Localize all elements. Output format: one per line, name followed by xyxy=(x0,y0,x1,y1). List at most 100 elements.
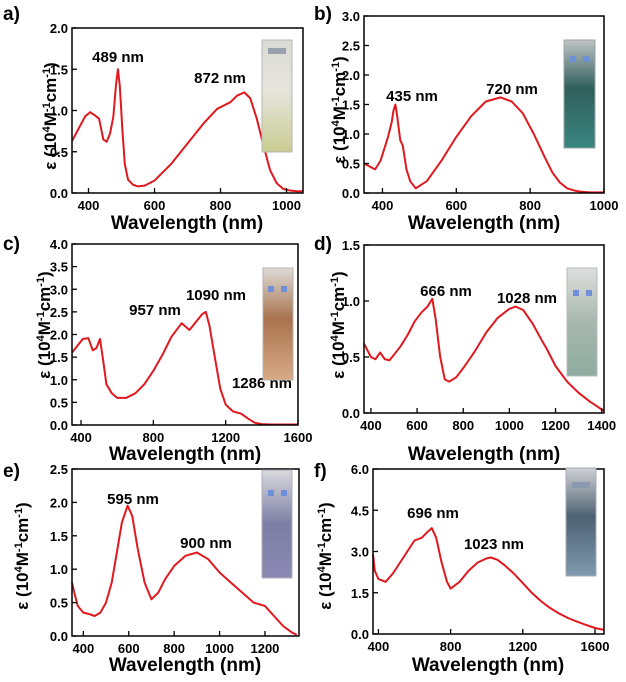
y-tick-label-e: 0.5 xyxy=(50,596,68,611)
y-tick-label-e: 2.5 xyxy=(50,462,68,477)
x-tick-label-d: 1000 xyxy=(495,418,524,433)
cuvette-photo-f xyxy=(565,467,597,577)
x-tick-label-e: 1200 xyxy=(250,641,279,656)
y-tick-label-d: 0.0 xyxy=(342,406,360,421)
y-tick-label-b: 0.5 xyxy=(342,157,360,172)
x-tick-label-d: 1400 xyxy=(587,418,616,433)
plot-area-e: 400 600 800 1000 1200 0.0 0.5 1.0 1.5 2.0 2.5 Wavel… xyxy=(50,462,300,676)
cuvette-photo-e xyxy=(261,469,293,579)
y-tick-label-f: 1.5 xyxy=(351,586,369,601)
y-tick-label-d: 0.5 xyxy=(342,350,360,365)
series-line-b xyxy=(363,96,604,194)
y-tick-label-b: 3.0 xyxy=(342,9,360,24)
y-tick-label-a: 1.0 xyxy=(50,104,68,119)
panel-label-c: c) xyxy=(3,234,20,255)
y-tick-label-e: 1.5 xyxy=(50,529,68,544)
panel-c: c) ε (104M-1cm-1) 400 800 1200 1600 0.0 0.5 1.… xyxy=(3,234,312,465)
peak-annotation-b: 720 nm xyxy=(486,81,538,98)
panel-label-e: e) xyxy=(3,461,20,482)
peak-annotation-a: 872 nm xyxy=(194,70,246,87)
x-tick-label-d: 800 xyxy=(452,418,474,433)
y-tick-label-e: 0.0 xyxy=(50,629,68,644)
panel-a: a) ε (104M-1cm-1) 400 600 800 1000 0.0 0.5 1.0… xyxy=(3,4,304,234)
x-axis-label-c: Wavelength (nm) xyxy=(109,444,261,465)
y-tick-label-a: 2.0 xyxy=(50,21,68,36)
y-tick-label-a: 0.0 xyxy=(50,186,68,201)
peak-annotation-e: 595 nm xyxy=(107,491,159,508)
y-tick-label-c: 1.5 xyxy=(50,350,68,365)
peak-annotation-c: 957 nm xyxy=(129,302,181,319)
cuvette-photo-c xyxy=(262,267,294,381)
plot-area-f: 400 800 1200 1600 0.0 1.5 3.0 4.5 6.0 Wavelength … xyxy=(351,462,610,676)
peak-annotation-f: 1023 nm xyxy=(464,536,524,553)
cuvette-photo-b xyxy=(563,39,596,149)
y-tick-label-e: 1.0 xyxy=(50,562,68,577)
plot-area-c: 400 800 1200 1600 0.0 0.5 1.0 1.5 2.0 2.5 3.0 3.5 4.… xyxy=(50,237,313,465)
y-tick-label-a: 0.5 xyxy=(50,145,68,160)
y-tick-label-f: 4.5 xyxy=(351,503,369,518)
panel-f: f) ε (104M-1cm-1) 400 800 1200 1600 0.0 1.5 3.… xyxy=(314,461,609,676)
x-tick-label-c: 400 xyxy=(70,430,92,445)
peak-annotation-d: 1028 nm xyxy=(497,290,557,307)
y-tick-label-d: 1.5 xyxy=(342,238,360,253)
series-line-f xyxy=(372,527,605,631)
y-tick-label-e: 2.0 xyxy=(50,495,68,510)
y-tick-label-f: 0.0 xyxy=(351,627,369,642)
x-tick-label-e: 800 xyxy=(163,641,185,656)
peak-annotation-c: 1090 nm xyxy=(186,287,246,304)
plot-area-a: 400 600 800 1000 0.0 0.5 1.0 1.5 2.0 Wavelength (… xyxy=(50,21,304,234)
y-tick-label-c: 0.0 xyxy=(50,418,68,433)
peak-annotation-f: 696 nm xyxy=(407,505,459,522)
y-axis-label-a: ε (104M-1cm-1) xyxy=(41,62,60,169)
y-axis-label-b: ε (104M-1cm-1) xyxy=(330,56,349,163)
x-tick-label-b: 400 xyxy=(372,198,394,213)
y-tick-label-b: 1.0 xyxy=(342,127,360,142)
y-axis-label-f: ε (104M-1cm-1) xyxy=(316,502,335,609)
x-tick-label-e: 600 xyxy=(118,641,140,656)
x-tick-label-e: 400 xyxy=(72,641,94,656)
y-tick-label-c: 3.0 xyxy=(50,282,68,297)
y-tick-label-d: 1.0 xyxy=(342,294,360,309)
x-axis-label-f: Wavelength (nm) xyxy=(412,655,564,676)
x-tick-label-f: 1200 xyxy=(508,639,537,654)
y-tick-label-b: 1.5 xyxy=(342,98,360,113)
x-axis-label-b: Wavelength (nm) xyxy=(408,213,560,234)
x-tick-label-f: 800 xyxy=(440,639,462,654)
y-axis-label-c: ε (104M-1cm-1) xyxy=(35,271,54,378)
x-tick-label-f: 400 xyxy=(368,639,390,654)
x-tick-label-a: 1000 xyxy=(272,198,301,213)
x-axis-label-e: Wavelength (nm) xyxy=(109,655,261,676)
plot-area-b: 400 600 800 1000 0.0 0.5 1.0 1.5 2.0 2.5 3.0 Wavele… xyxy=(342,9,619,234)
x-tick-label-a: 800 xyxy=(210,198,232,213)
series-line-e xyxy=(71,504,298,636)
x-tick-label-d: 400 xyxy=(360,418,382,433)
x-tick-label-d: 1200 xyxy=(541,418,570,433)
x-tick-label-b: 800 xyxy=(519,198,541,213)
axes-frame-e xyxy=(71,468,300,637)
series-line-c xyxy=(71,310,298,426)
panel-label-d: d) xyxy=(314,234,332,255)
plot-area-d: 400 600 800 1000 1200 1400 0.0 0.5 1.0 1.5 Wavelen… xyxy=(342,238,616,465)
y-tick-label-c: 0.5 xyxy=(50,395,68,410)
peak-annotation-e: 900 nm xyxy=(180,535,232,552)
x-tick-label-e: 1000 xyxy=(205,641,234,656)
peak-annotation-d: 666 nm xyxy=(420,283,472,300)
x-tick-label-c: 1200 xyxy=(211,430,240,445)
series-line-d xyxy=(363,297,605,412)
x-tick-label-f: 1600 xyxy=(581,639,610,654)
cuvette-photo-a xyxy=(261,39,293,153)
x-tick-label-d: 600 xyxy=(406,418,428,433)
y-tick-label-b: 0.0 xyxy=(342,186,360,201)
y-tick-label-f: 6.0 xyxy=(351,462,369,477)
y-tick-label-c: 1.0 xyxy=(50,373,68,388)
x-tick-label-c: 800 xyxy=(143,430,165,445)
peak-annotation-b: 435 nm xyxy=(386,88,438,105)
cuvette-photo-d xyxy=(566,267,598,377)
x-tick-label-a: 400 xyxy=(78,198,100,213)
y-tick-label-b: 2.5 xyxy=(342,39,360,54)
panel-e: e) ε (104M-1cm-1) 400 600 800 1000 1200 0.0 0.… xyxy=(3,461,300,676)
y-axis-label-e: ε (104M-1cm-1) xyxy=(13,502,32,609)
y-tick-label-a: 1.5 xyxy=(50,62,68,77)
y-axis-label-d: ε (104M-1cm-1) xyxy=(329,271,348,378)
